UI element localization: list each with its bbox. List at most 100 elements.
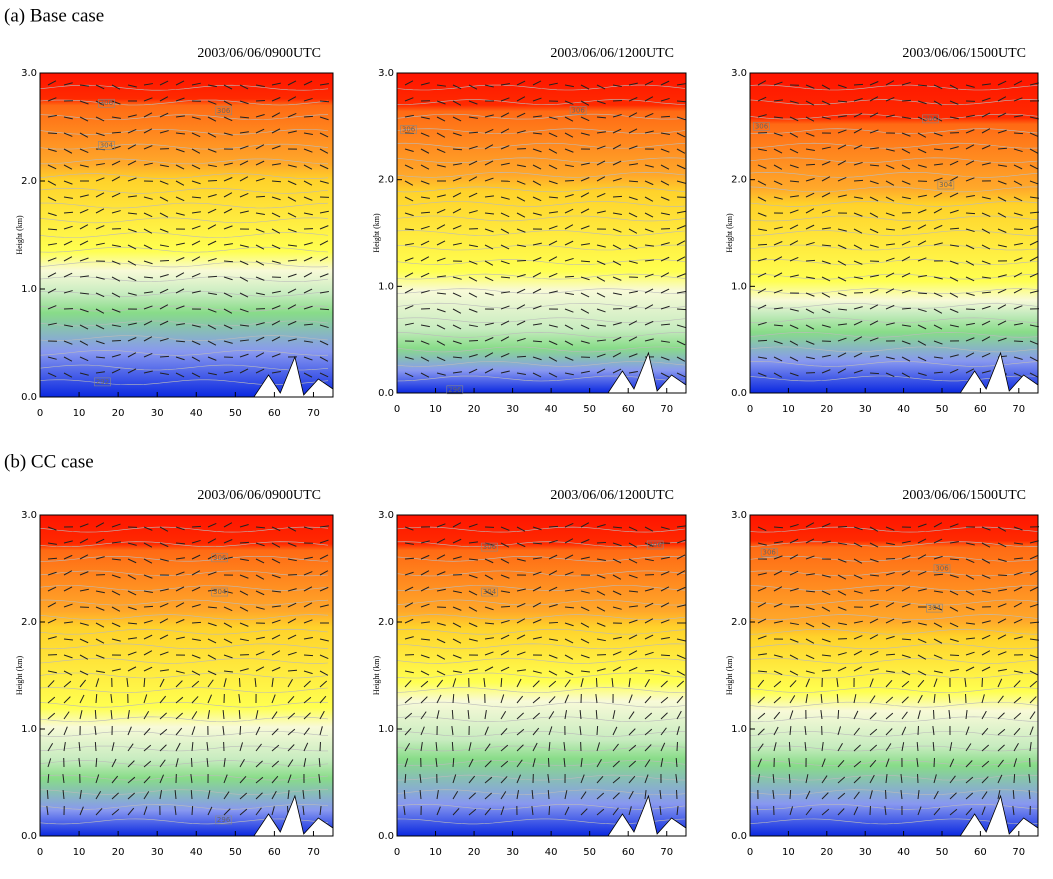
- wind-vector: [79, 638, 89, 644]
- wind-vector: [143, 276, 154, 279]
- wind-vector: [885, 212, 895, 217]
- wind-vector: [223, 308, 233, 314]
- wind-vector: [564, 84, 574, 88]
- wind-vector: [175, 340, 186, 343]
- contour-line: [749, 818, 1039, 825]
- wind-vector: [885, 542, 895, 546]
- wind-vector: [853, 791, 860, 800]
- wind-vector: [612, 526, 623, 529]
- wind-vector: [191, 225, 201, 230]
- wind-vector: [821, 146, 831, 150]
- wind-vector: [580, 292, 590, 298]
- wind-vector: [837, 308, 847, 311]
- wind-vector: [468, 354, 478, 358]
- wind-vector: [580, 758, 583, 768]
- wind-vector: [516, 180, 526, 185]
- wind-vector: [981, 620, 991, 624]
- wind-vector: [468, 541, 478, 544]
- contour-line: [396, 731, 685, 737]
- wind-vector: [532, 180, 542, 186]
- wind-vector: [500, 619, 510, 624]
- wind-vector: [452, 606, 462, 611]
- wind-vector: [255, 260, 265, 266]
- contour-label: 306: [483, 543, 497, 551]
- wind-vector: [436, 523, 446, 528]
- wind-vector: [239, 100, 249, 105]
- wind-vector: [436, 116, 446, 122]
- wind-vector: [420, 586, 430, 592]
- wind-vector: [111, 116, 121, 119]
- wind-vector: [436, 710, 440, 720]
- wind-vector: [143, 370, 153, 374]
- wind-vector: [420, 132, 430, 137]
- x-tick-label: 0: [747, 847, 753, 858]
- wind-vector: [484, 558, 494, 564]
- wind-vector: [548, 196, 559, 199]
- wind-vector: [580, 116, 590, 122]
- wind-vector: [660, 571, 670, 576]
- wind-vector: [789, 680, 797, 688]
- wind-vector: [191, 180, 201, 185]
- contour-label-box: [400, 125, 417, 134]
- wind-vector: [757, 96, 767, 102]
- wind-vector: [175, 288, 185, 294]
- wind-vector: [805, 654, 815, 660]
- wind-vector: [757, 572, 767, 576]
- wind-vector: [628, 228, 638, 234]
- wind-vector: [468, 260, 478, 265]
- wind-vector: [516, 744, 524, 752]
- wind-vector: [949, 523, 959, 528]
- wind-vector: [255, 606, 265, 610]
- wind-vector: [628, 666, 638, 672]
- wind-vector: [468, 160, 478, 166]
- wind-vector: [628, 112, 638, 118]
- wind-vector: [79, 308, 89, 313]
- wind-vector: [853, 112, 863, 118]
- wind-vector: [596, 758, 602, 768]
- wind-vector: [805, 555, 815, 560]
- wind-vector: [303, 670, 313, 675]
- wind-vector: [484, 228, 494, 233]
- wind-vector: [773, 272, 783, 278]
- wind-vector: [1013, 212, 1023, 216]
- x-tick-label: 30: [151, 408, 164, 419]
- wind-vector: [207, 132, 217, 138]
- wind-vector: [901, 164, 911, 170]
- wind-vector: [516, 130, 526, 134]
- wind-vector: [63, 586, 73, 592]
- x-tick-label: 50: [229, 408, 242, 419]
- wind-vector: [981, 291, 992, 294]
- wind-vector: [773, 526, 784, 529]
- wind-vector: [869, 678, 874, 688]
- wind-vector: [452, 292, 462, 298]
- contour-line: [396, 171, 686, 178]
- contour-line: [396, 701, 686, 708]
- contour-line: [39, 349, 329, 356]
- y-tick-label: 0.0: [21, 831, 37, 842]
- wind-vector: [500, 728, 508, 736]
- contour-line: [396, 317, 686, 323]
- wind-vector: [757, 196, 767, 202]
- wind-vector: [853, 212, 863, 217]
- wind-vector: [47, 257, 57, 262]
- wind-vector: [789, 588, 799, 592]
- wind-vector: [917, 148, 927, 154]
- wind-vector: [79, 670, 89, 676]
- wind-vector: [789, 257, 799, 262]
- wind-vector: [869, 244, 879, 248]
- wind-vector: [484, 160, 494, 166]
- wind-vector: [420, 554, 430, 560]
- wind-vector: [175, 80, 185, 86]
- wind-vector: [271, 760, 280, 768]
- wind-vector: [837, 194, 847, 198]
- wind-vector: [949, 606, 959, 612]
- wind-vector: [468, 742, 472, 752]
- wind-vector: [548, 654, 558, 659]
- wind-vector: [531, 789, 534, 800]
- wind-vector: [127, 144, 137, 150]
- wind-vector: [933, 242, 943, 246]
- wind-vector: [981, 694, 985, 704]
- wind-vector: [207, 654, 217, 660]
- wind-vector: [436, 694, 442, 704]
- wind-vector: [255, 542, 265, 547]
